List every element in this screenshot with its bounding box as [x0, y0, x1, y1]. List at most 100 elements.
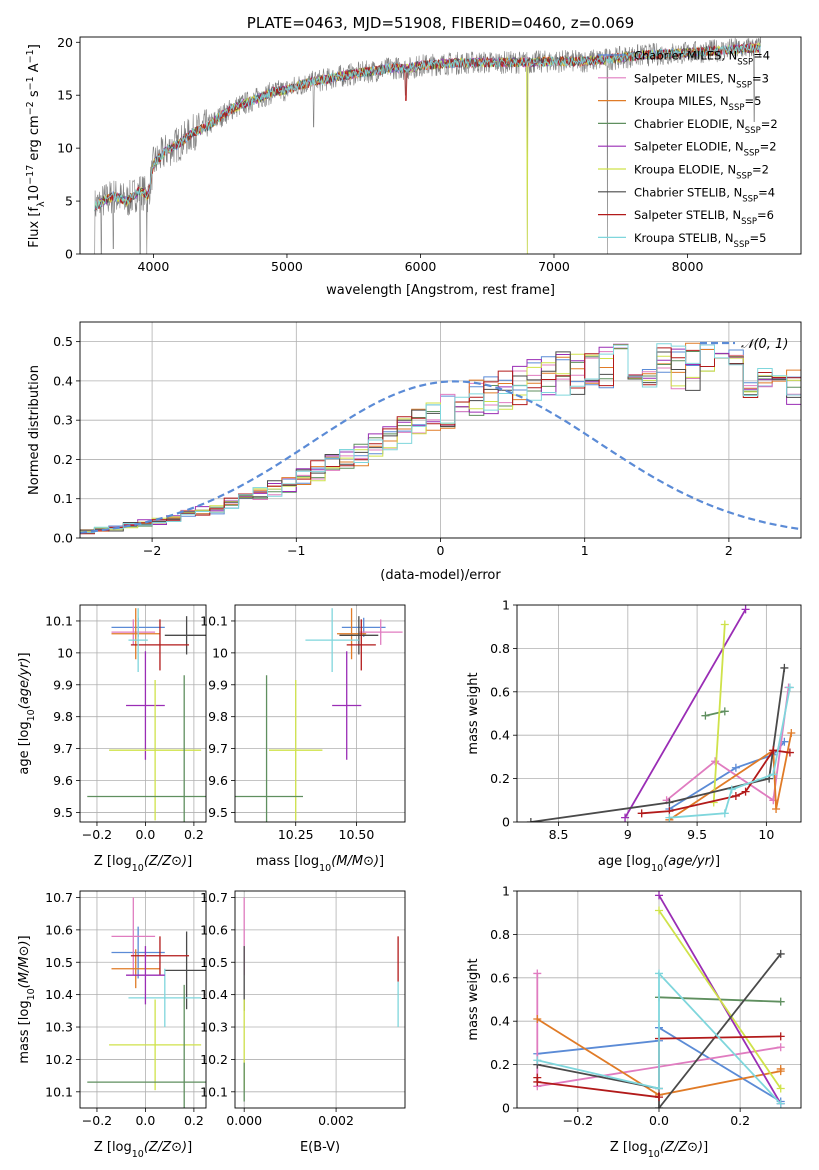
x-tick-label: −0.2 [82, 1113, 112, 1128]
label-part: (Z/Z⊙) [660, 1140, 703, 1155]
marker-salpeter_elodie [741, 605, 750, 614]
marker-chabrier_stelib [665, 798, 674, 807]
axes-weight_vs_Z: −0.2 0.0 0.2 0 0.2 0.4 0.6 0.8 1 Z [log10(Z/Z⊙)] m… [466, 884, 802, 1160]
marker-salpeter_miles [776, 1043, 785, 1052]
marker-salpeter_miles [711, 757, 720, 766]
x-tick-label: −0.2 [82, 827, 112, 842]
y-tick-label: 15 [57, 88, 73, 103]
y-tick-label: 10.3 [200, 1020, 228, 1035]
axes-spectrum: 4000 5000 6000 7000 8000 0 5 10 15 20 PLATE=0463, … [25, 14, 802, 298]
axes-frame [516, 604, 802, 823]
y-tick-label: 10 [57, 141, 73, 156]
axes-residuals: −2 −1 0 1 2 0.0 0.1 0.2 0.3 0.4 0.5 (data-model)/er… [27, 321, 802, 583]
axes-frame [516, 890, 802, 1109]
legend-value: =2 [761, 117, 778, 131]
legend-text: Chabrier MILES, N [634, 49, 737, 63]
y-tick-label: 0.4 [53, 373, 73, 388]
y-axis-label: mass weight [466, 672, 481, 754]
legend-sub: SSP [745, 126, 761, 136]
marker-kroupa_miles [787, 729, 796, 738]
legend-text: Kroupa STELIB, N [634, 231, 734, 245]
y-tick-label: 9.9 [208, 677, 228, 692]
marker-salpeter_miles [533, 969, 542, 978]
label-part: ] [187, 854, 192, 869]
y-tick-label: 9.9 [53, 677, 73, 692]
x-tick-label: 1 [581, 543, 589, 558]
label-part: age [ [17, 741, 32, 774]
x-axis-label: Z [log10(Z/Z⊙)] [94, 854, 192, 874]
marker-kroupa_miles [533, 1015, 542, 1024]
marker-kroupa_elodie [776, 1084, 785, 1093]
legend-sub: SSP [736, 80, 752, 90]
x-tick-label: −2 [143, 543, 161, 558]
x-tick-label: 0 [437, 543, 445, 558]
x-tick-label: 0.0 [135, 1113, 155, 1128]
label-part: log [112, 854, 132, 869]
label-part: (age/yr) [17, 657, 32, 709]
y-tick-label: 0.4 [490, 728, 510, 743]
marker-kroupa_stelib [665, 813, 674, 822]
marker-kroupa_stelib [769, 770, 778, 779]
label-part: E(B-V) [300, 1140, 340, 1155]
y-tick-label: 0 [502, 815, 510, 830]
x-tick-label: 8000 [672, 259, 704, 274]
label-part: log [631, 854, 651, 869]
marker-salpeter_stelib [776, 1032, 785, 1041]
y-tick-label: 9.6 [208, 773, 228, 788]
histogram-kroupa_elodie [80, 344, 801, 532]
y-tick-label: 10.1 [200, 1084, 228, 1099]
x-tick-label: −1 [287, 543, 305, 558]
axes-frame [79, 321, 802, 539]
legend-text: Kroupa MILES, N [634, 94, 729, 108]
plot-area [235, 891, 405, 1108]
y-axis-label: mass weight [466, 958, 481, 1040]
gaussian-curve [80, 380, 801, 534]
y-tick-label: 10.4 [45, 987, 73, 1002]
chart-title: PLATE=0463, MJD=51908, FIBERID=0460, z=0… [247, 14, 634, 32]
marker-kroupa_stelib [720, 809, 729, 818]
axes-mass_vs_Z: −0.2 0.0 0.2 10.1 10.2 10.3 10.4 10.5 10.6 10.7 Z … [17, 890, 207, 1160]
marker-chabrier_stelib [526, 818, 535, 822]
label-part: 10 [132, 863, 144, 874]
y-tick-label: 10.1 [45, 1084, 73, 1099]
y-tick-label: 10.3 [45, 1020, 73, 1035]
label-part: 10 [26, 709, 37, 721]
marker-kroupa_stelib [655, 969, 663, 978]
label-part: ] [27, 44, 42, 49]
label-part: Z [ [610, 1140, 628, 1155]
legend-sub: SSP [734, 240, 750, 250]
x-tick-label: 10 [758, 827, 774, 842]
y-tick-label: 0 [502, 1101, 510, 1116]
label-part: −2 [25, 101, 36, 115]
x-axis-label: (data-model)/error [380, 568, 501, 583]
x-tick-label: 0.2 [730, 1113, 750, 1128]
label-part: 10 [27, 185, 42, 202]
axes-frame [79, 890, 207, 1109]
legend-label: 𝒩(0, 1) [741, 337, 788, 352]
series-salpeter_miles [666, 687, 790, 802]
y-axis-label: Normed distribution [27, 365, 42, 495]
y-tick-label: 0.3 [53, 413, 73, 428]
y-axis-label: mass [log10(M/M⊙)] [17, 935, 37, 1063]
legend-label: Salpeter STELIB, NSSP=6 [634, 208, 774, 227]
y-tick-label: 5 [65, 194, 73, 209]
legend-value: =2 [760, 140, 777, 154]
label-part: ] [187, 1140, 192, 1155]
axes-frame [234, 604, 406, 823]
label-part: 10 [26, 988, 37, 1000]
x-tick-label: 0.2 [184, 827, 204, 842]
y-tick-label: 1 [502, 884, 510, 899]
histogram-kroupa_miles [80, 342, 801, 532]
series-chabrier_elodie [705, 710, 725, 717]
x-tick-label: 7000 [538, 259, 570, 274]
plot-area [94, 37, 762, 254]
marker-chabrier_miles [731, 763, 740, 772]
axes-frame [234, 890, 406, 1109]
label-part: ] [703, 1140, 708, 1155]
plot-area [517, 891, 801, 1108]
series-kroupa_stelib [537, 971, 782, 1105]
y-tick-label: 0.0 [53, 531, 73, 546]
label-part: (M/M⊙) [331, 854, 379, 869]
